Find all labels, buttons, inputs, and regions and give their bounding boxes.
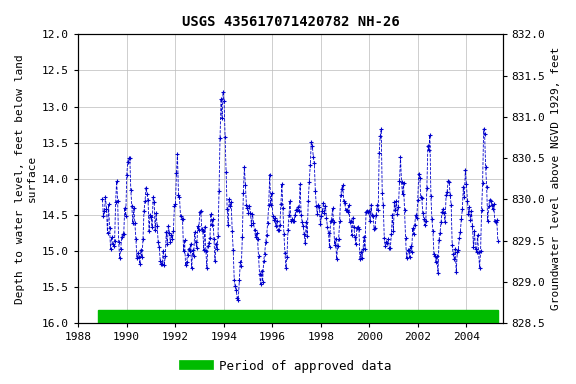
Y-axis label: Depth to water level, feet below land
surface: Depth to water level, feet below land su… xyxy=(15,54,37,304)
Legend: Period of approved data: Period of approved data xyxy=(179,355,397,378)
Y-axis label: Groundwater level above NGVD 1929, feet: Groundwater level above NGVD 1929, feet xyxy=(551,47,561,310)
Bar xyxy=(97,310,498,323)
Title: USGS 435617071420782 NH-26: USGS 435617071420782 NH-26 xyxy=(181,15,399,29)
